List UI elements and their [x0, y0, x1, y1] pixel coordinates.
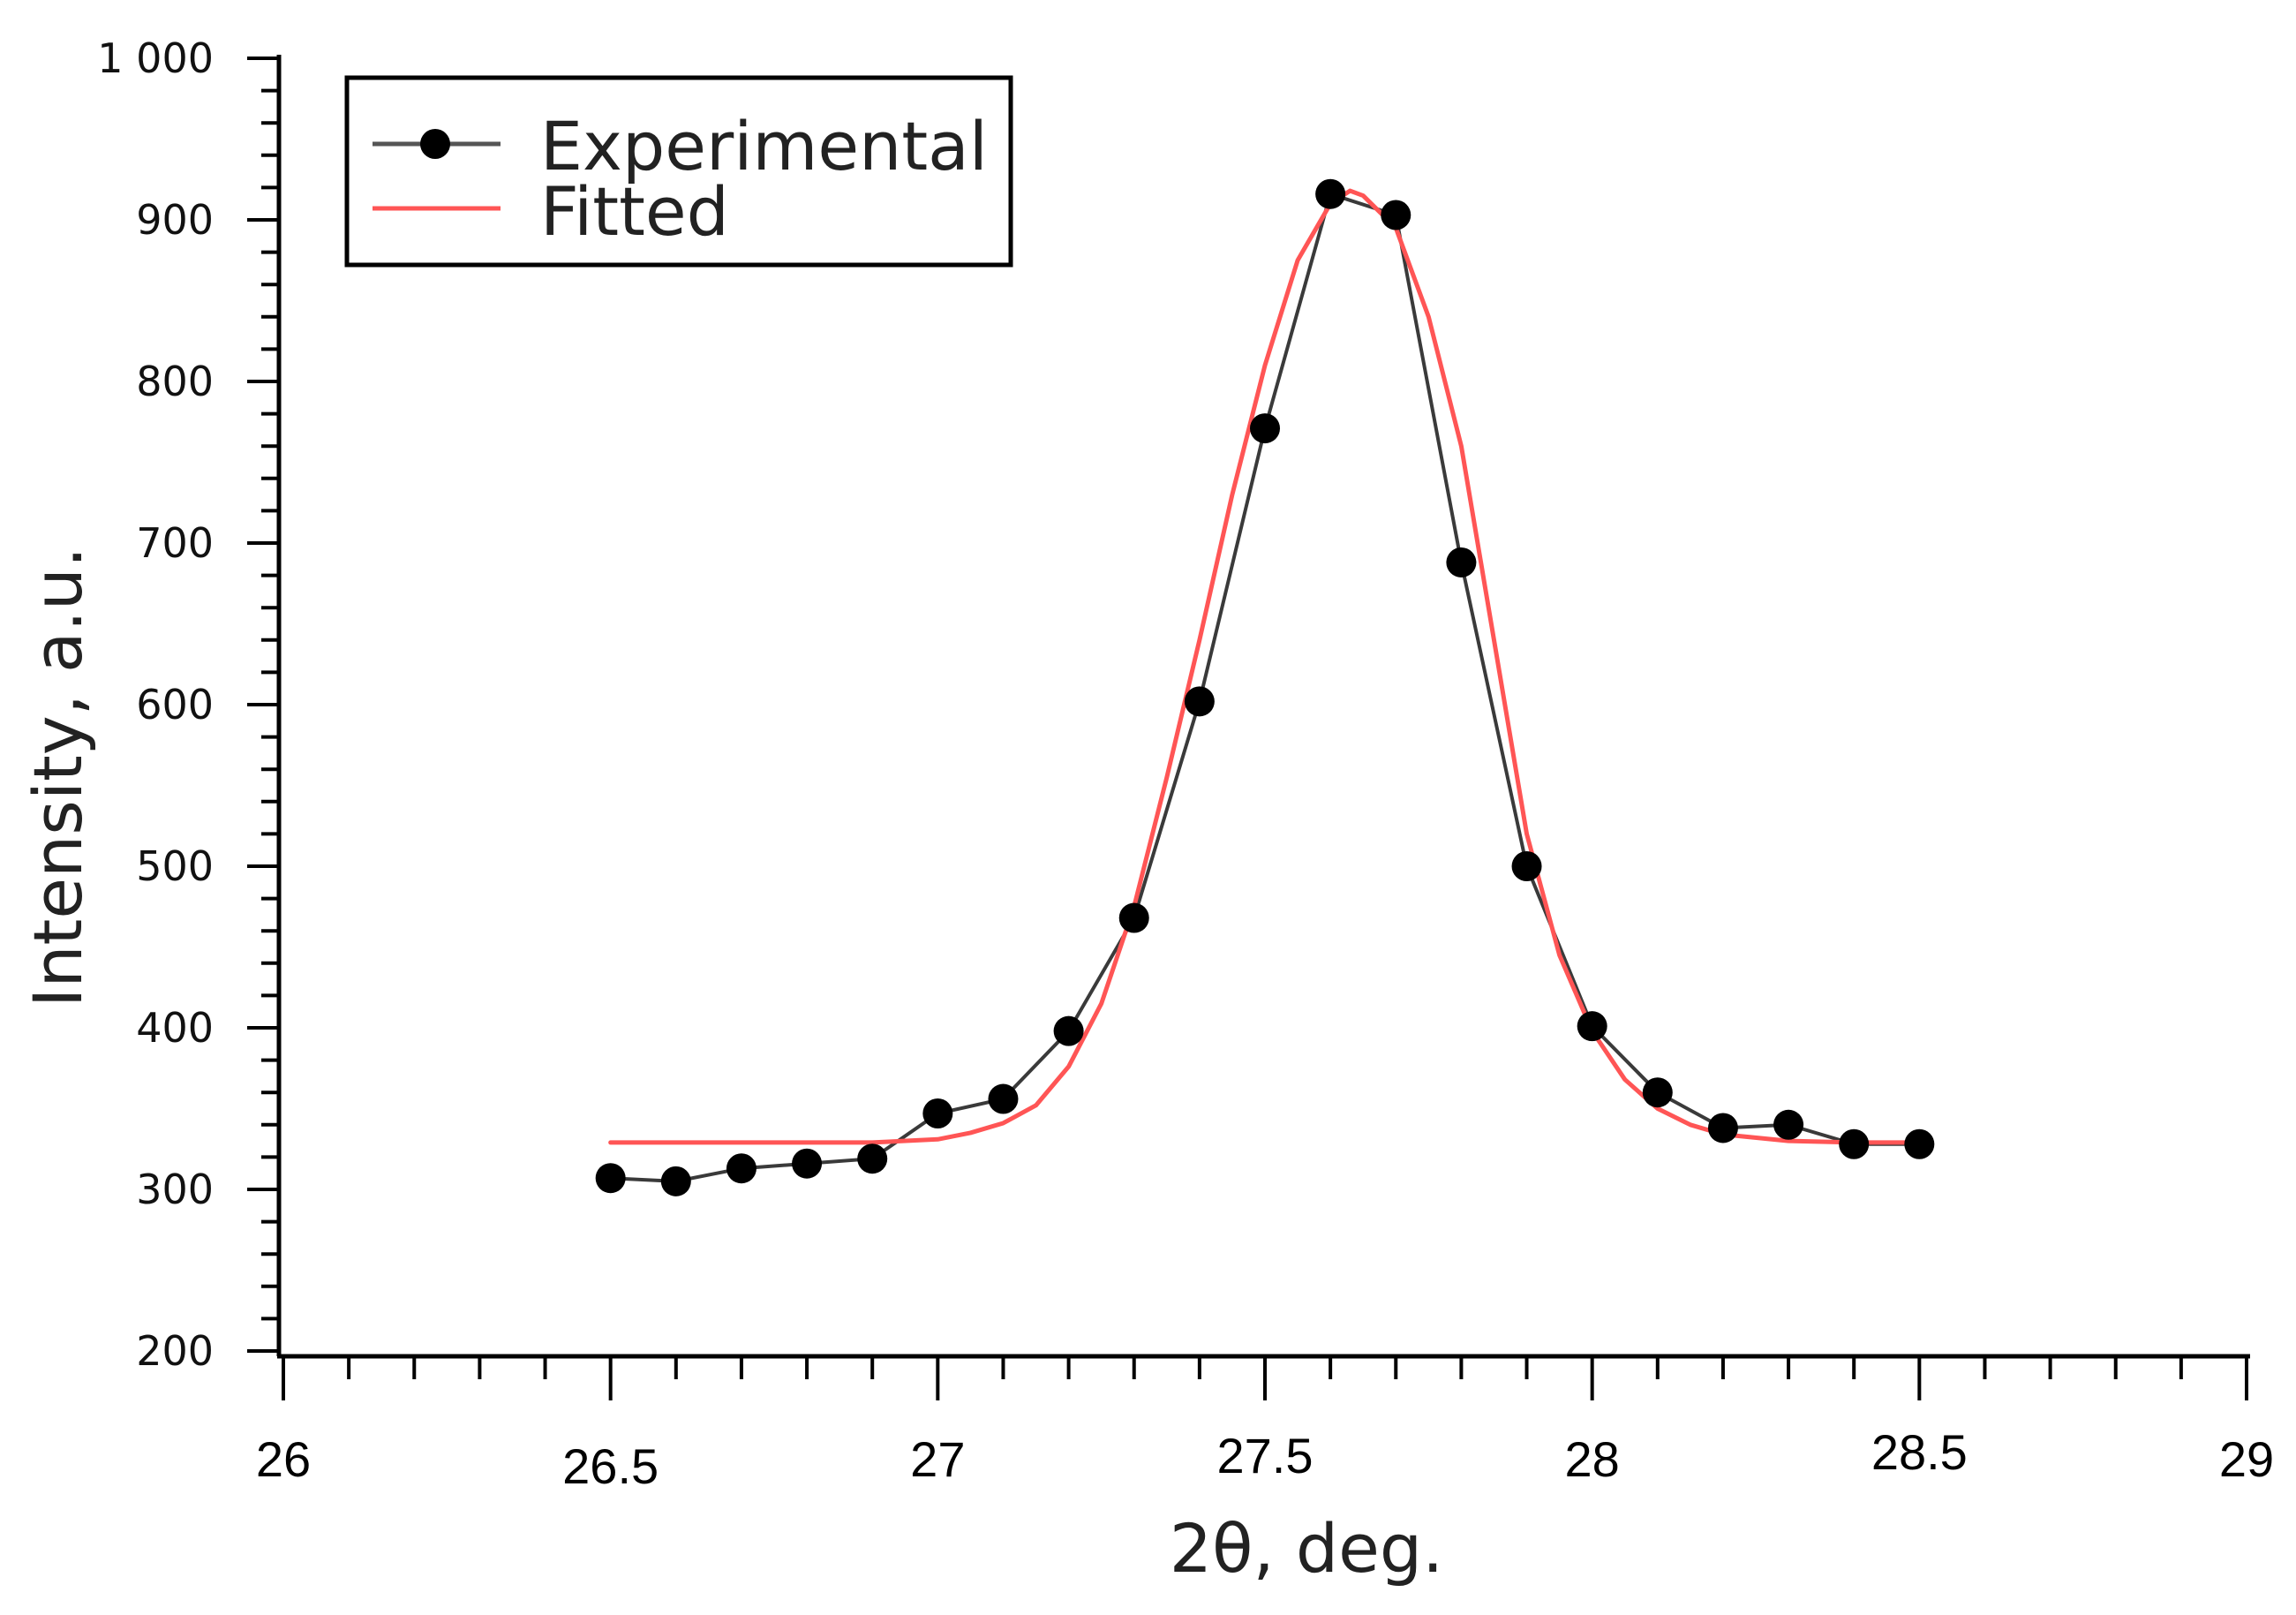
x-ticks: 26 26.5 27 27.5 28 28.5 29 — [256, 1356, 2274, 1494]
experimental-point — [1446, 547, 1477, 577]
y-ticks: 200 300 400 500 600 700 800 900 1 000 — [97, 34, 279, 1375]
y-tick-label: 700 — [136, 519, 214, 567]
experimental-point — [922, 1098, 953, 1128]
x-tick-label: 29 — [2219, 1431, 2274, 1487]
legend: Experimental Fitted — [344, 75, 1013, 268]
experimental-point — [1839, 1128, 1870, 1159]
experimental-point — [1315, 178, 1346, 209]
y-tick-label: 600 — [136, 681, 214, 728]
legend-experimental-label: Experimental — [540, 107, 988, 185]
x-tick-label: 27 — [910, 1431, 965, 1487]
series-layer — [595, 178, 1935, 1196]
experimental-point — [595, 1163, 626, 1194]
experimental-point — [1511, 851, 1542, 881]
experimental-point — [1904, 1128, 1935, 1159]
x-tick-label: 26.5 — [562, 1438, 659, 1494]
experimental-point — [726, 1153, 757, 1184]
experimental-point — [988, 1083, 1019, 1114]
experimental-point — [1184, 686, 1215, 717]
series-fitted-line — [608, 188, 1922, 1145]
experimental-point — [1118, 902, 1149, 933]
legend-experimental-marker — [420, 129, 450, 159]
y-tick-label: 500 — [136, 842, 214, 890]
experimental-point — [1381, 200, 1411, 230]
x-axis-title: 2θ, deg. — [1170, 1509, 1444, 1588]
x-tick-label: 28 — [1565, 1431, 1620, 1487]
y-tick-label: 400 — [136, 1004, 214, 1052]
y-axis-title: Intensity, a.u. — [19, 547, 97, 1007]
experimental-point — [1642, 1077, 1673, 1108]
y-tick-label: 1 000 — [97, 34, 214, 82]
legend-fitted-label: Fitted — [540, 172, 729, 251]
y-tick-label: 300 — [136, 1166, 214, 1213]
y-tick-label: 800 — [136, 358, 214, 405]
experimental-point — [1250, 413, 1280, 444]
experimental-point — [1577, 1011, 1607, 1042]
x-tick-label: 28.5 — [1871, 1424, 1968, 1480]
y-tick-label: 900 — [136, 196, 214, 244]
experimental-point — [857, 1143, 888, 1174]
legend-box — [344, 75, 1013, 268]
series-experimental-line — [610, 192, 1920, 1183]
experimental-point — [792, 1148, 823, 1179]
x-tick-label: 26 — [256, 1431, 311, 1487]
experimental-point — [1053, 1015, 1084, 1046]
y-tick-label: 200 — [136, 1327, 214, 1375]
experimental-point — [660, 1166, 691, 1196]
x-tick-label: 27.5 — [1217, 1428, 1314, 1483]
experimental-point — [1773, 1109, 1804, 1140]
experimental-point — [1707, 1113, 1738, 1143]
